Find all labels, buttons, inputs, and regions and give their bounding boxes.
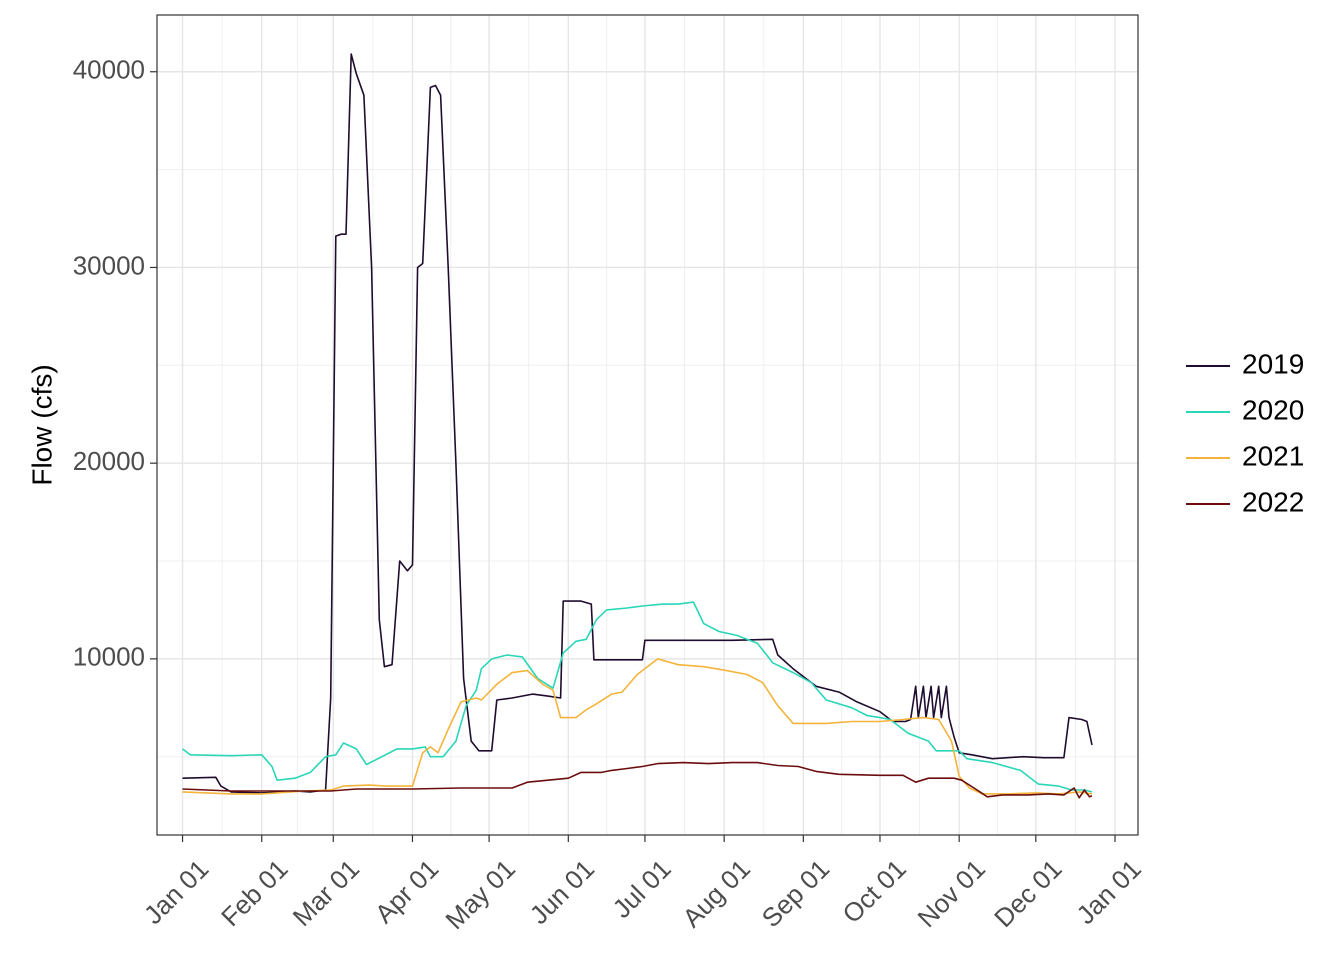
plot-border	[156, 14, 1139, 836]
plot-panel	[157, 15, 1138, 835]
y-axis: 10000 20000 30000 40000	[73, 55, 157, 672]
legend-item-2022: 2022	[1186, 486, 1304, 517]
series-lines	[182, 53, 1093, 799]
legend-item-2020: 2020	[1186, 394, 1304, 425]
minor-gridlines	[157, 15, 1138, 835]
y-axis-title: Flow (cfs)	[26, 364, 57, 485]
x-tick-label: Oct 01	[836, 854, 911, 929]
legend-item-2019: 2019	[1186, 348, 1304, 379]
legend-label-2022: 2022	[1242, 486, 1304, 517]
x-tick-label: May 01	[439, 854, 521, 936]
major-gridlines	[157, 15, 1138, 835]
series-line-2019	[182, 53, 1093, 794]
y-tick-label: 10000	[73, 642, 145, 672]
series-line-2022	[182, 761, 1093, 799]
legend-item-2021: 2021	[1186, 440, 1304, 471]
x-tick-label: Mar 01	[287, 854, 365, 932]
legend-label-2021: 2021	[1242, 440, 1304, 471]
series-line-2020	[182, 601, 1093, 793]
legend: 2019 2020 2021 2022	[1186, 348, 1304, 517]
x-tick-label: Sep 01	[756, 854, 835, 933]
legend-label-2019: 2019	[1242, 348, 1304, 379]
x-tick-label: Nov 01	[912, 854, 991, 933]
y-tick-label: 20000	[73, 446, 145, 476]
x-tick-label: Apr 01	[369, 854, 444, 929]
x-tick-label: Jun 01	[524, 854, 600, 930]
x-tick-label: Feb 01	[215, 854, 293, 932]
y-tick-label: 30000	[73, 250, 145, 280]
x-tick-label: Jan 01	[138, 854, 214, 930]
y-tick-label: 40000	[73, 55, 145, 85]
legend-label-2020: 2020	[1242, 394, 1304, 425]
x-tick-label: Aug 01	[676, 854, 755, 933]
x-tick-label: Jan 01	[1070, 854, 1146, 930]
x-tick-label: Dec 01	[988, 854, 1067, 933]
series-line-2021	[182, 658, 1093, 795]
x-tick-label: Jul 01	[606, 854, 676, 924]
